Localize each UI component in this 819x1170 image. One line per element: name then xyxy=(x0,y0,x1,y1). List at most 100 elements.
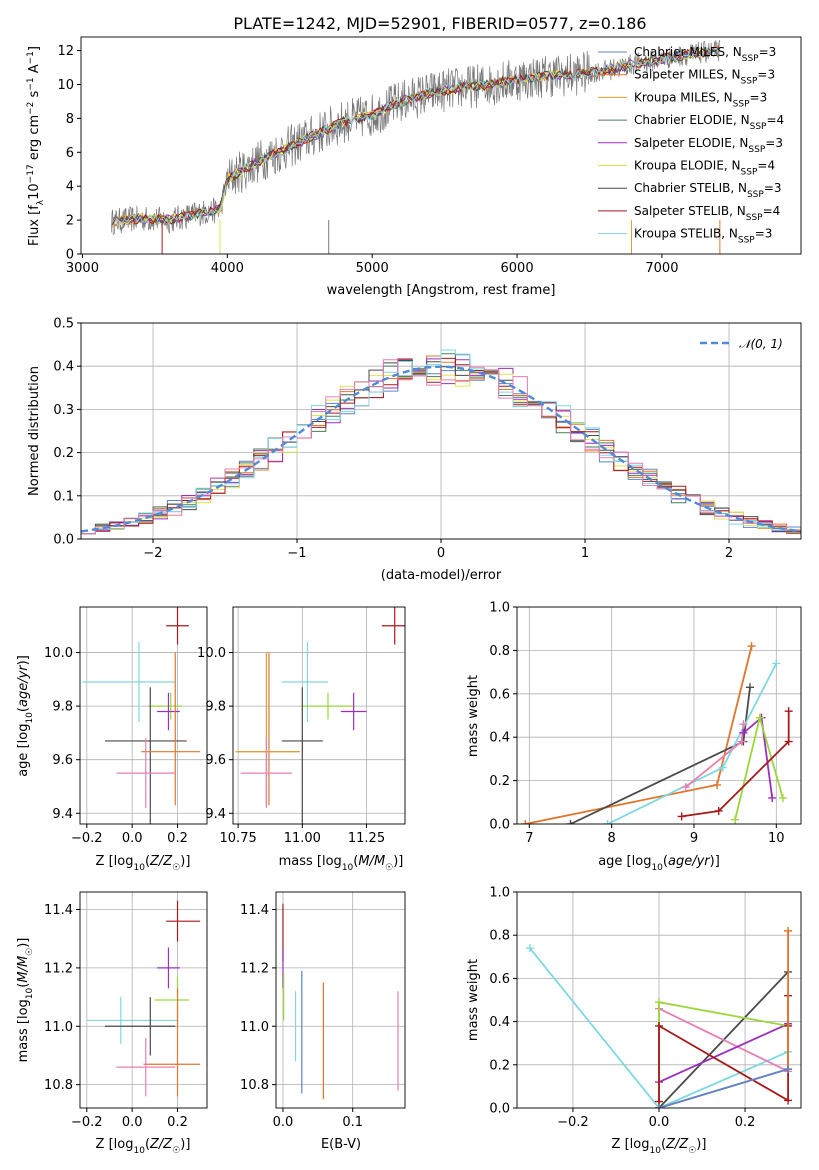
x-tick-label: 0.2 xyxy=(167,831,188,846)
y-tick-label: 11.2 xyxy=(44,961,73,976)
data-point-marker xyxy=(772,659,781,668)
legend-label: 𝒩(0, 1) xyxy=(739,337,783,351)
x-tick-label: −1 xyxy=(287,546,306,561)
y-tick-label: 11.0 xyxy=(240,1020,269,1035)
x-tick-label: 5000 xyxy=(356,261,389,276)
x-tick-label: 11.25 xyxy=(348,831,385,846)
plot-area xyxy=(235,607,405,824)
y-axis-label: age [log10(age/yr)] xyxy=(16,655,35,777)
y-tick-label: 0.6 xyxy=(489,972,510,987)
data-point-marker xyxy=(718,763,727,772)
x-tick-label: 10 xyxy=(768,831,785,846)
x-tick-label: −2 xyxy=(143,546,162,561)
y-axis-label: mass weight xyxy=(466,675,481,757)
y-tick-label: 0.2 xyxy=(53,446,74,461)
axes-frame xyxy=(516,606,802,825)
x-tick-label: 7000 xyxy=(645,261,678,276)
normal-curve-line xyxy=(81,365,801,533)
data-point-marker xyxy=(784,1065,793,1074)
mass-weight-vs-age-panel: 7 8 9 10 0.0 0.2 0.4 0.6 0.8 1.0 age [log10(age/yr… xyxy=(466,601,802,873)
y-tick-label: 0.4 xyxy=(53,360,74,375)
data-point-marker xyxy=(714,806,723,815)
y-tick-label: 9.6 xyxy=(205,753,226,768)
data-point-marker xyxy=(784,1096,793,1105)
mass-weight-series-line xyxy=(658,930,789,1108)
x-axis-label: age [log10(age/yr)] xyxy=(598,854,720,873)
data-point-marker xyxy=(681,783,690,792)
data-point-marker xyxy=(768,793,777,802)
model-spectrum-line xyxy=(110,47,720,228)
y-tick-label: 0.2 xyxy=(489,774,510,789)
y-axis-label: mass weight xyxy=(466,959,481,1041)
data-point-marker xyxy=(737,737,746,746)
y-tick-label: 10.0 xyxy=(44,646,73,661)
y-tick-label: 0.1 xyxy=(53,489,74,504)
y-tick-label: 9.4 xyxy=(52,807,73,822)
y-tick-label: 8 xyxy=(66,112,74,127)
x-axis-label: (data-model)/error xyxy=(381,568,502,583)
data-point-marker xyxy=(778,793,787,802)
plot-area xyxy=(282,903,399,1100)
y-tick-label: 0.0 xyxy=(489,818,510,833)
y-tick-label: 9.8 xyxy=(52,700,73,715)
x-tick-label: 9 xyxy=(690,831,698,846)
y-tick-label: 10 xyxy=(57,78,74,93)
x-tick-label: 0 xyxy=(437,546,445,561)
data-point-marker xyxy=(655,1104,663,1108)
y-tick-label: 11.2 xyxy=(240,961,269,976)
mass-vs-metallicity-panel: −0.2 0.0 0.2 10.8 11.0 11.2 11.4 Z [log10(Z/Z☉)… xyxy=(16,891,208,1156)
data-point-marker xyxy=(755,713,764,722)
axes-frame xyxy=(516,891,802,1109)
y-tick-label: 11.4 xyxy=(240,903,269,918)
x-axis-label: mass [log10(M/M☉)] xyxy=(279,854,404,873)
x-tick-label: −0.2 xyxy=(557,1115,589,1130)
plot-area xyxy=(521,642,793,824)
axes-frame xyxy=(80,322,802,540)
y-tick-label: 0 xyxy=(66,248,74,263)
x-tick-label: 10.75 xyxy=(220,831,257,846)
data-point-marker xyxy=(655,1021,663,1030)
axes-frame xyxy=(79,891,208,1109)
x-tick-label: 0.1 xyxy=(342,1115,363,1130)
legend-label: Kroupa ELODIE, NSSP=4 xyxy=(634,159,775,178)
data-point-marker xyxy=(731,815,740,824)
x-tick-label: 0.0 xyxy=(122,1115,143,1130)
data-point-marker xyxy=(677,812,686,821)
x-tick-label: −0.2 xyxy=(71,831,103,846)
y-tick-label: 4 xyxy=(66,180,74,195)
x-tick-label: 6000 xyxy=(501,261,534,276)
legend-label: Kroupa MILES, NSSP=3 xyxy=(634,90,767,109)
legend-label: Kroupa STELIB, NSSP=3 xyxy=(634,227,772,246)
data-point-marker xyxy=(655,998,663,1007)
y-axis-label: mass [log10(M/M☉)] xyxy=(16,938,35,1063)
mass-weight-series-line xyxy=(658,995,789,1102)
data-point-marker xyxy=(525,944,534,953)
mass-weight-series-line xyxy=(658,1022,789,1083)
x-tick-label: 0.0 xyxy=(273,1115,294,1130)
plot-area xyxy=(82,607,201,824)
x-axis-label: wavelength [Angstrom, rest frame] xyxy=(327,283,556,298)
y-tick-label: 12 xyxy=(57,44,74,59)
y-tick-label: 0.5 xyxy=(53,317,74,332)
y-tick-label: 2 xyxy=(66,214,74,229)
mass-weight-vs-metallicity-panel: −0.2 0.0 0.2 0.0 0.2 0.4 0.6 0.8 1.0 Z [log10(Z/Z… xyxy=(466,886,802,1156)
x-tick-label: 2 xyxy=(725,546,733,561)
data-point-marker xyxy=(603,820,612,824)
y-tick-label: 0.8 xyxy=(489,644,510,659)
mass-weight-series-line xyxy=(658,1007,789,1108)
y-tick-label: 0.0 xyxy=(489,1102,510,1117)
age-vs-mass-panel: 10.75 11.00 11.25 9.4 9.6 9.8 10.0 mass [log10(… xyxy=(197,606,406,873)
plot-area xyxy=(525,926,793,1108)
y-tick-label: 0.8 xyxy=(489,929,510,944)
y-tick-label: 10.8 xyxy=(44,1078,73,1093)
data-point-marker xyxy=(739,720,748,729)
y-tick-label: 11.0 xyxy=(44,1020,73,1035)
y-axis-label: Flux [fλ10−17 erg cm−2 s−1 A−1] xyxy=(26,46,46,246)
y-tick-label: 0.0 xyxy=(53,533,74,548)
figure-title: PLATE=1242, MJD=52901, FIBERID=0577, z=0… xyxy=(233,14,646,33)
legend-label: Salpeter STELIB, NSSP=4 xyxy=(634,204,780,223)
mass-weight-series-line xyxy=(529,947,789,1108)
data-point-marker xyxy=(566,820,575,824)
y-tick-label: 1.0 xyxy=(489,886,510,901)
